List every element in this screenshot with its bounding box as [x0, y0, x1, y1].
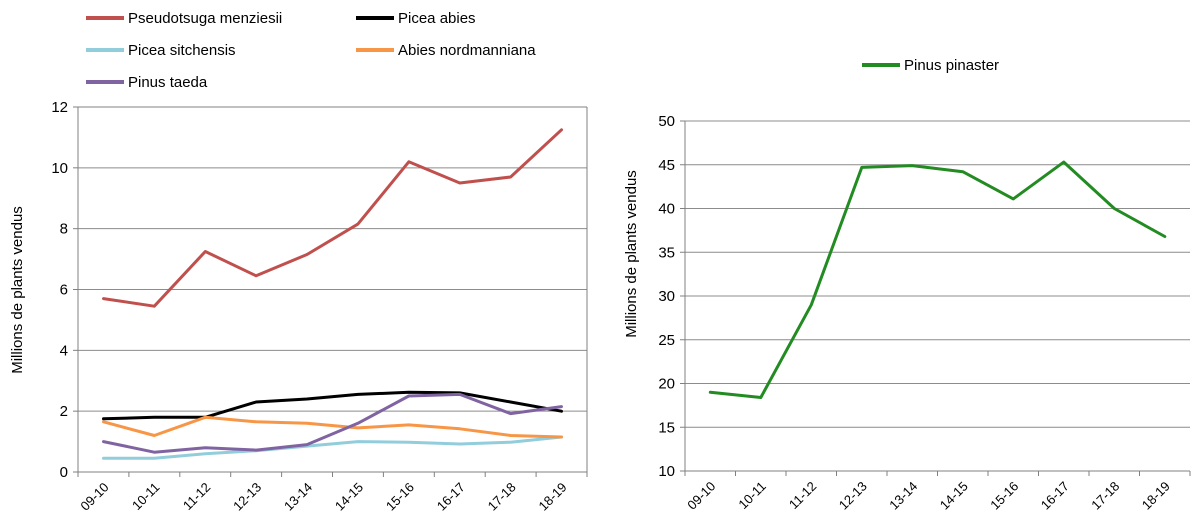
x-tick-label: 15-16: [987, 479, 1021, 513]
x-tick-label: 09-10: [684, 479, 718, 513]
series-line: [102, 435, 563, 460]
x-tick-label: 15-16: [383, 480, 417, 514]
legend-label: Abies nordmanniana: [398, 42, 536, 59]
x-tick-label: 14-15: [937, 479, 971, 513]
y-tick-label: 20: [658, 376, 675, 393]
series-line: [708, 160, 1167, 399]
y-tick-label: 10: [51, 160, 68, 177]
y-tick-label: 45: [658, 157, 675, 174]
y-tick-label: 8: [60, 221, 68, 238]
y-tick-label: 25: [658, 332, 675, 349]
legend-label: Picea abies: [398, 10, 476, 27]
x-tick-label: 10-11: [735, 479, 768, 512]
y-tick-label: 6: [60, 282, 68, 299]
x-tick-label: 16-17: [1038, 479, 1072, 513]
x-tick-label: 16-17: [434, 480, 468, 514]
y-tick-label: 40: [658, 201, 675, 218]
x-tick-label: 13-14: [886, 479, 920, 513]
chart-left: 0 2 4 6 8 10 12 09-10 10-11 11-12 12-13 13-14 14-15 1…: [9, 10, 588, 514]
x-tick-label: 13-14: [281, 480, 315, 514]
x-tick-label: 18-19: [1139, 479, 1173, 513]
y-tick-label: 2: [60, 403, 68, 420]
x-tick-label: 17-18: [485, 480, 519, 514]
y-tick-label: 4: [60, 342, 68, 359]
y-tick-label: 30: [658, 288, 675, 305]
series-line: [102, 128, 563, 308]
series-line: [102, 392, 563, 454]
chart-right: 10 15 20 25 30 35 40 45 50 09-10 10-11 11-12 12-13 13…: [623, 57, 1191, 513]
x-tick-label: 12-13: [836, 479, 870, 513]
y-tick-label: 0: [60, 464, 68, 481]
y-tick-label: 10: [658, 463, 675, 480]
y-tick-label: 35: [658, 244, 675, 261]
x-tick-label: 12-13: [230, 480, 264, 514]
series-line: [102, 390, 563, 421]
y-axis-label: Millions de plants vendus: [9, 206, 26, 374]
y-tick-label: 12: [51, 99, 68, 116]
legend-label: Pseudotsuga menziesii: [128, 10, 282, 27]
x-tick-label: 10-11: [129, 480, 162, 513]
legend-label: Picea sitchensis: [128, 42, 236, 59]
x-tick-label: 14-15: [332, 480, 366, 514]
y-axis-label: Millions de plants vendus: [623, 170, 640, 338]
legend-label: Pinus pinaster: [904, 57, 999, 74]
x-tick-label: 11-12: [180, 480, 213, 513]
x-tick-label: 11-12: [786, 479, 819, 512]
series-line: [102, 415, 563, 439]
y-tick-label: 50: [658, 113, 675, 130]
legend-label: Pinus taeda: [128, 74, 208, 91]
y-tick-label: 15: [658, 419, 675, 436]
x-tick-label: 09-10: [77, 480, 111, 514]
x-tick-label: 18-19: [536, 480, 570, 514]
x-tick-label: 17-18: [1088, 479, 1122, 513]
